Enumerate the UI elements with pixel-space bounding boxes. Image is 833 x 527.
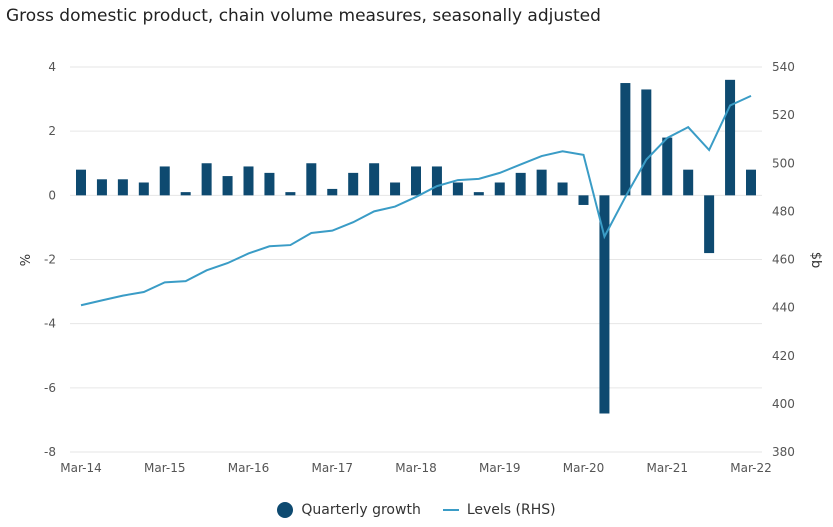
x-tick-label: Mar-18 (395, 461, 436, 475)
y2-tick-label: 460 (772, 253, 795, 267)
y2-axis-label: $b (808, 252, 823, 269)
bar (578, 195, 589, 205)
legend-line-swatch (442, 509, 459, 511)
bar (76, 169, 86, 196)
x-tick-label: Mar-14 (60, 461, 101, 475)
bar (117, 179, 128, 196)
bar (536, 169, 547, 196)
legend-label: Levels (RHS) (466, 502, 556, 518)
y2-tick-label: 540 (772, 60, 795, 74)
legend-label: Quarterly growth (301, 502, 421, 518)
bar (431, 166, 442, 196)
bar (264, 172, 275, 196)
y2-tick-label: 380 (772, 445, 795, 459)
bar (369, 163, 380, 196)
x-tick-label: Mar-16 (228, 461, 269, 475)
legend-item-levels[interactable]: Levels (RHS) (442, 502, 556, 518)
bar (662, 137, 673, 196)
x-tick-label: Mar-19 (479, 461, 520, 475)
x-tick-label: Mar-15 (144, 461, 185, 475)
bar (96, 179, 107, 196)
bar (327, 188, 338, 196)
levels-line (80, 94, 752, 307)
x-tick-label: Mar-21 (647, 461, 688, 475)
y2-tick-label: 440 (772, 301, 795, 315)
bar (473, 192, 484, 196)
legend-item-quarterly-growth[interactable]: Quarterly growth (277, 502, 421, 518)
y2-tick-label: 480 (772, 204, 795, 218)
bar (411, 166, 421, 196)
bar (452, 182, 463, 196)
y2-tick-label: 500 (772, 156, 795, 170)
bar (515, 172, 526, 196)
bar (306, 163, 317, 196)
legend-bar-swatch (277, 502, 294, 518)
bar (494, 182, 505, 196)
bar (725, 79, 736, 196)
bar (683, 169, 694, 196)
y-tick-label: 0 (48, 188, 56, 202)
y2-tick-label: 520 (772, 108, 795, 122)
y-tick-label: -4 (44, 317, 56, 331)
bar (201, 163, 212, 196)
legend: Quarterly growth Levels (RHS) (0, 502, 833, 518)
y-tick-label: -6 (44, 381, 56, 395)
bar (222, 176, 233, 196)
bar (641, 89, 652, 196)
bar (599, 195, 610, 414)
bar (704, 195, 715, 254)
bar (390, 182, 401, 196)
y-tick-label: -2 (44, 253, 56, 267)
bar (138, 182, 149, 196)
y2-tick-label: 420 (772, 349, 795, 363)
y2-tick-label: 400 (772, 397, 795, 411)
bar (180, 192, 191, 196)
bar (557, 182, 568, 196)
bar (243, 166, 254, 196)
bar (285, 192, 296, 196)
y-tick-label: 2 (48, 124, 56, 138)
bar (746, 169, 756, 196)
y-tick-label: -8 (44, 445, 56, 459)
y-axis-label: % (19, 254, 34, 266)
bar (348, 172, 359, 196)
x-tick-label: Mar-17 (312, 461, 353, 475)
x-tick-label: Mar-22 (730, 461, 771, 475)
x-tick-label: Mar-20 (563, 461, 604, 475)
bar (620, 83, 631, 196)
bar (159, 166, 170, 196)
chart-title: Gross domestic product, chain volume mea… (6, 6, 601, 26)
y-tick-label: 4 (48, 60, 56, 74)
